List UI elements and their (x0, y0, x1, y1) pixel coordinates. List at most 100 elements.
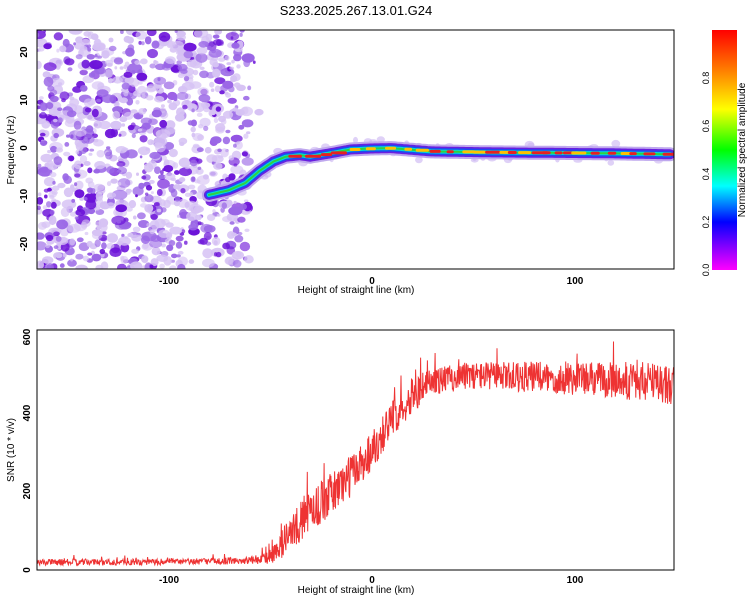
noise-blob (106, 146, 111, 150)
noise-blob (82, 255, 89, 262)
noise-blob (43, 76, 54, 87)
noise-blob (140, 117, 153, 125)
noise-blob (189, 103, 197, 112)
noise-blob (127, 44, 135, 52)
noise-blob (203, 125, 209, 131)
noise-blob (74, 182, 78, 187)
noise-blob (141, 255, 149, 264)
noise-blob (212, 34, 220, 39)
noise-blob (149, 229, 155, 235)
noise-blob (163, 81, 175, 90)
noise-blob (67, 224, 81, 233)
noise-blob (63, 151, 71, 157)
noise-blob (45, 243, 50, 249)
noise-blob (234, 140, 243, 150)
noise-blob (84, 231, 89, 236)
noise-blob (141, 235, 150, 244)
x-tick-label: -100 (159, 575, 179, 586)
noise-blob (101, 94, 114, 104)
noise-blob (40, 140, 48, 147)
noise-blob (131, 234, 143, 242)
x-tick-label: 0 (369, 575, 375, 586)
noise-blob (174, 196, 181, 202)
noise-blob (93, 183, 105, 191)
noise-blob (80, 85, 88, 92)
noise-blob (212, 68, 221, 78)
noise-blob (178, 167, 192, 177)
noise-blob (233, 82, 241, 88)
noise-blob (212, 209, 216, 214)
noise-blob (187, 184, 196, 190)
y-tick-label: 600 (22, 328, 33, 345)
noise-blob (239, 32, 243, 37)
noise-blob (126, 97, 134, 106)
noise-blob (222, 136, 231, 145)
noise-blob (46, 187, 52, 192)
noise-blob (117, 178, 131, 188)
noise-blob (73, 120, 82, 130)
noise-blob (160, 207, 167, 213)
noise-blob (141, 93, 146, 99)
noise-blob (186, 211, 198, 221)
noise-blob (202, 258, 215, 268)
noise-blob (149, 179, 155, 184)
noise-blob (37, 163, 42, 169)
noise-blob (186, 59, 197, 68)
noise-blob (93, 38, 102, 48)
noise-blob (106, 242, 115, 250)
noise-blob (214, 85, 221, 93)
noise-blob (376, 136, 385, 143)
noise-blob (234, 235, 244, 243)
noise-blob (215, 106, 222, 112)
noise-blob (136, 72, 148, 81)
noise-blob (225, 256, 234, 265)
noise-blob (37, 192, 42, 197)
noise-blob (146, 30, 157, 37)
noise-blob (215, 123, 226, 132)
noise-blob (131, 133, 136, 139)
noise-blob (196, 147, 204, 153)
noise-blob (57, 107, 63, 111)
noise-blob (125, 149, 138, 159)
spectrogram-noise (37, 30, 664, 269)
noise-blob (177, 73, 185, 79)
noise-blob (93, 120, 102, 129)
noise-blob (163, 199, 171, 209)
noise-blob (171, 253, 178, 259)
noise-blob (161, 243, 166, 248)
noise-blob (125, 171, 133, 179)
noise-blob (144, 36, 152, 45)
noise-blob (121, 123, 126, 127)
noise-blob (135, 100, 140, 105)
noise-blob (83, 98, 94, 107)
noise-blob (110, 120, 122, 130)
noise-blob (89, 60, 103, 70)
noise-blob (182, 104, 188, 110)
noise-blob (119, 116, 128, 123)
noise-blob (230, 36, 234, 40)
noise-blob (52, 185, 60, 191)
noise-blob (88, 152, 93, 156)
noise-blob (144, 162, 154, 173)
noise-blob (227, 97, 237, 104)
noise-blob (106, 166, 115, 174)
noise-blob (206, 214, 216, 221)
noise-blob (163, 165, 174, 173)
noise-blob (111, 189, 128, 200)
noise-blob (116, 220, 122, 224)
noise-blob (212, 39, 224, 46)
noise-blob (40, 111, 46, 115)
noise-blob (121, 233, 125, 238)
noise-blob (133, 90, 139, 97)
noise-blob (214, 77, 226, 85)
noise-blob (168, 102, 178, 111)
noise-blob (95, 196, 104, 207)
noise-blob (114, 66, 118, 70)
y-tick-label: 0 (19, 145, 30, 151)
noise-blob (140, 58, 148, 65)
noise-blob (48, 215, 57, 226)
noise-blob (121, 82, 130, 90)
noise-blob (59, 263, 65, 268)
x-tick-label: 100 (567, 575, 584, 586)
noise-blob (42, 256, 54, 264)
